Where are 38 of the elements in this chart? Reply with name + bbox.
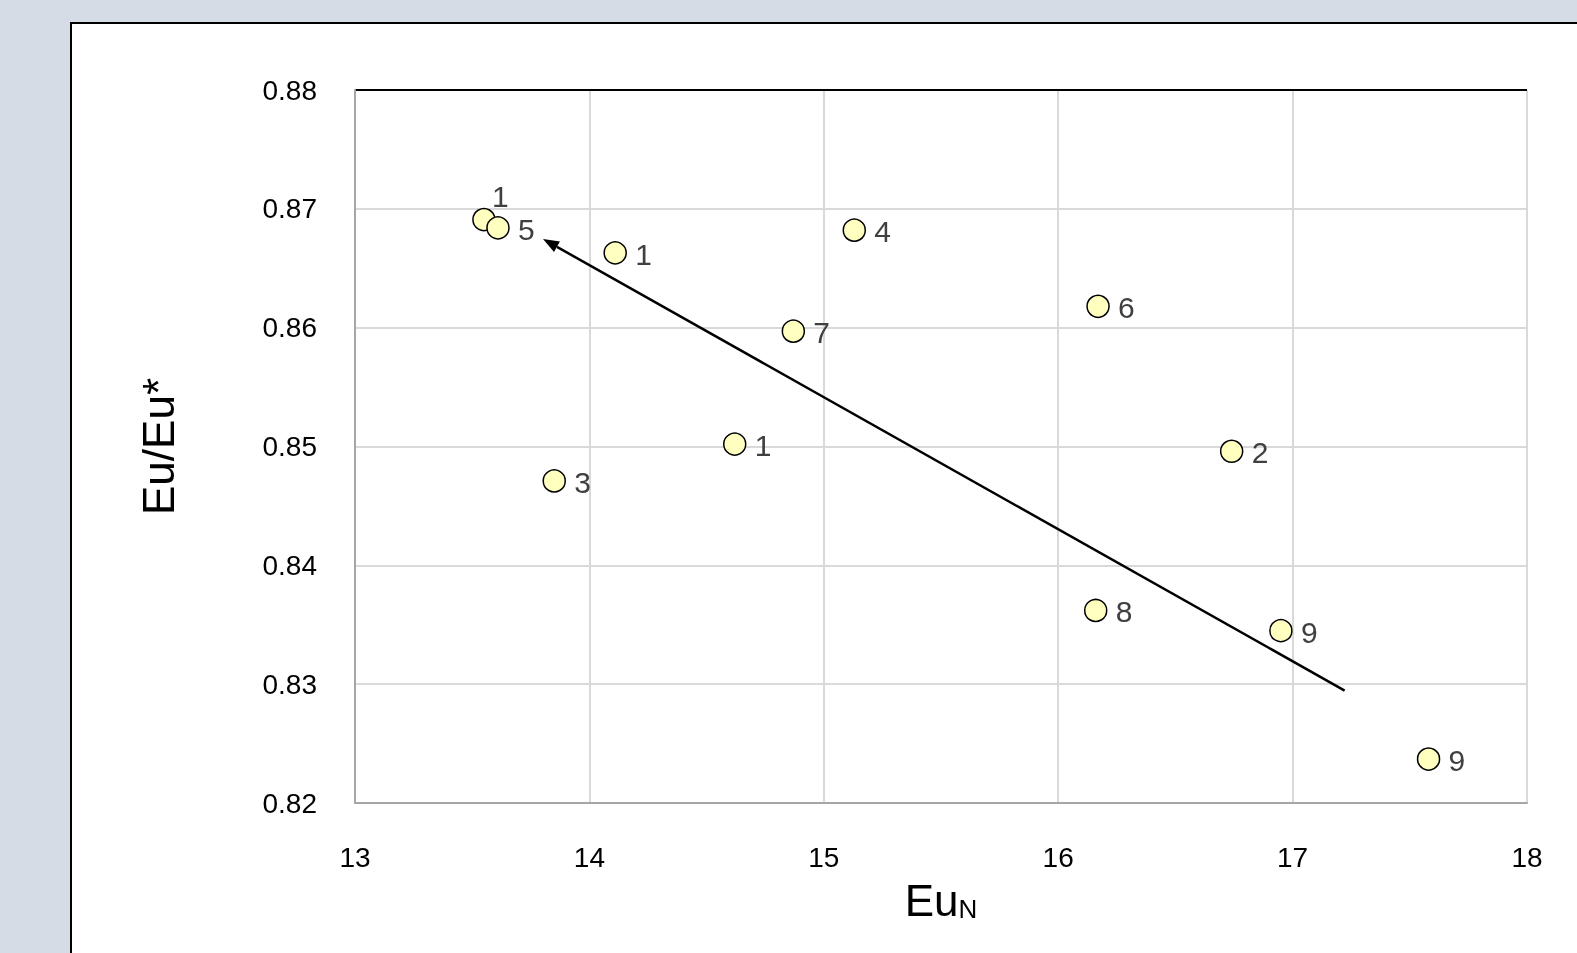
point bbox=[1086, 294, 1110, 319]
point bbox=[1416, 747, 1441, 771]
annotation: 1 bbox=[491, 179, 509, 213]
y-tick-label: 0.87 bbox=[262, 193, 317, 225]
point bbox=[723, 432, 747, 456]
x-tick-label: 18 bbox=[1511, 841, 1543, 873]
annotation: 9 bbox=[1300, 615, 1318, 649]
annotation: 3 bbox=[574, 465, 591, 499]
y-tick-label: 0.83 bbox=[262, 668, 317, 700]
annotation: 6 bbox=[1118, 291, 1135, 325]
y-tick-label: 0.85 bbox=[262, 431, 317, 462]
point bbox=[1219, 439, 1244, 463]
x-tick-label: 13 bbox=[339, 841, 371, 873]
y-tick-label: 0.88 bbox=[262, 74, 317, 106]
annotation: 8 bbox=[1115, 595, 1133, 629]
point bbox=[486, 216, 510, 240]
x-tick-label: 14 bbox=[573, 841, 605, 873]
annotation: 9 bbox=[1448, 744, 1466, 778]
y-tick-label: 0.82 bbox=[262, 787, 317, 819]
point bbox=[1083, 598, 1108, 623]
point bbox=[1269, 618, 1293, 643]
annotation: 7 bbox=[813, 316, 830, 350]
x-axis-title: EuN bbox=[904, 875, 978, 925]
annotation: 1 bbox=[754, 429, 772, 463]
annotation: 4 bbox=[874, 215, 891, 249]
y-tick-label: 0.84 bbox=[262, 549, 317, 581]
point bbox=[842, 218, 867, 242]
annotation: 5 bbox=[517, 212, 535, 246]
point bbox=[542, 469, 566, 493]
annotation: 1 bbox=[635, 237, 652, 271]
point bbox=[781, 319, 806, 343]
x-tick-label: 17 bbox=[1277, 841, 1309, 873]
annotation: 2 bbox=[1251, 436, 1269, 470]
y-axis-title: Eu/Eu* bbox=[133, 378, 183, 515]
y-tick-label: 0.86 bbox=[262, 312, 317, 344]
x-tick-label: 15 bbox=[808, 841, 840, 873]
point bbox=[603, 241, 627, 265]
x-tick-label: 16 bbox=[1042, 841, 1074, 873]
